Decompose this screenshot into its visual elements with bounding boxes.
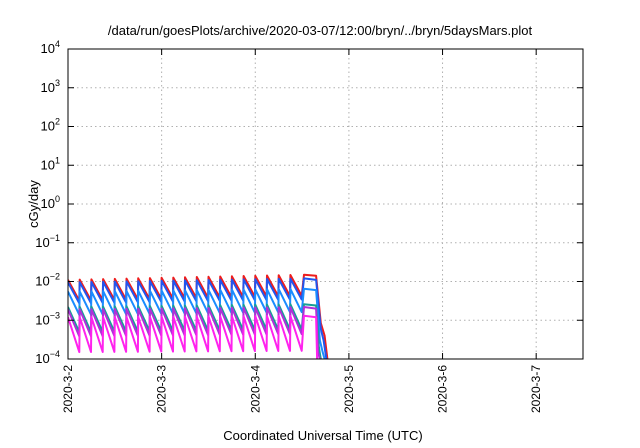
y-tick-label: 103 <box>41 78 60 95</box>
series-line <box>68 314 319 359</box>
y-tick-label: 10−2 <box>35 272 60 289</box>
series-group <box>68 273 329 359</box>
x-tick-label: 2020-3-5 <box>342 365 356 413</box>
x-tick-label: 2020-3-7 <box>529 365 543 413</box>
x-tick-label: 2020-3-3 <box>155 365 169 413</box>
x-tick-label: 2020-3-6 <box>436 365 450 413</box>
x-axis-label: Coordinated Universal Time (UTC) <box>223 428 422 443</box>
y-tick-label: 101 <box>41 155 60 172</box>
y-tick-label: 102 <box>41 117 60 134</box>
chart-title: /data/run/goesPlots/archive/2020-03-07/1… <box>108 23 533 38</box>
y-tick-label: 10−4 <box>35 349 60 366</box>
grid <box>68 49 583 359</box>
y-axis-label: cGy/day <box>26 180 41 228</box>
x-tick-label: 2020-3-2 <box>61 365 75 413</box>
y-tick-label: 104 <box>41 39 60 56</box>
y-tick-label: 10−1 <box>35 233 60 250</box>
series-line <box>68 287 326 359</box>
x-axis: 2020-3-2 2020-3-3 2020-3-4 2020-3-5 2020-3-6… <box>61 49 543 413</box>
y-tick-label: 100 <box>41 194 60 211</box>
x-tick-label: 2020-3-4 <box>248 365 262 413</box>
y-axis: 10−4 10−3 10−2 10−1 100 101 102 103 104 <box>35 39 583 366</box>
y-tick-label: 10−3 <box>35 310 60 327</box>
